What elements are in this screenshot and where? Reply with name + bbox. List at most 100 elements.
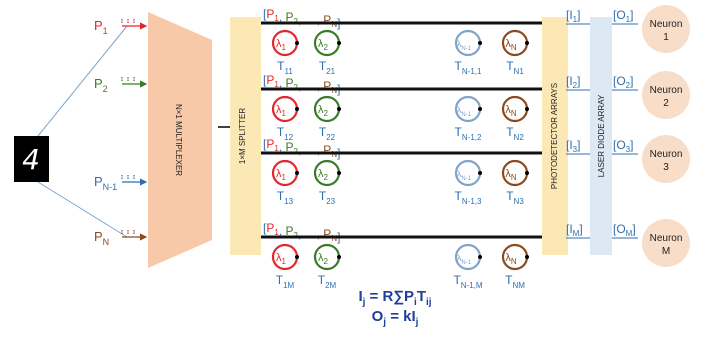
weight-label: T2M [318, 273, 337, 290]
weight-label: TN3 [506, 189, 524, 206]
weight-label: TN1 [506, 59, 524, 76]
ring-coupler-dot [337, 107, 341, 111]
ring-label: λN [505, 252, 517, 266]
current-1: [I1] [566, 8, 590, 25]
output-2: [O2] [612, 74, 638, 91]
output-label: [O3] [613, 138, 633, 154]
laser-label: LASER DIODE ARRAY [597, 94, 606, 177]
ring-coupler-dot [525, 107, 529, 111]
fanout-lines [37, 25, 128, 238]
input-label: PN [94, 229, 109, 247]
digit-glyph: 4 [22, 143, 40, 176]
input-4: PN [94, 229, 148, 247]
formula2-rhs-sub: j [415, 317, 419, 328]
ring-2: λ2 T23 [313, 159, 341, 206]
ring-3: λN-1 TN-1,2 [455, 95, 482, 142]
weight-label: T1M [276, 273, 295, 290]
ring-coupler-dot [478, 171, 482, 175]
ring-1: λ1 T13 [271, 159, 299, 206]
ring-label: λ2 [318, 104, 329, 118]
splitter: 1×M SPLITTER [230, 17, 261, 255]
ring-label: λN [505, 168, 517, 182]
ring-1: λ1 T1M [271, 243, 299, 290]
weight-label: TN-1,3 [455, 189, 482, 206]
ring-label: λ2 [318, 38, 329, 52]
ring-coupler-dot [295, 255, 299, 259]
weight-label: TN-1,M [453, 273, 482, 290]
formula1-t: T [416, 288, 426, 305]
weight-label: TN2 [506, 125, 524, 142]
neuron-2: Neuron 2 [642, 71, 690, 119]
input-1: P1 [94, 18, 148, 36]
waveguide [261, 235, 542, 239]
ring-label: λ2 [318, 168, 329, 182]
current-label: [I2] [566, 74, 580, 90]
splitter-label: 1×M SPLITTER [238, 108, 247, 164]
ring-coupler-dot [337, 171, 341, 175]
formula1-lhs: I [358, 288, 363, 305]
formula1-mid-sub: i [414, 297, 417, 308]
ring-label: λN-1 [457, 105, 472, 118]
ring-coupler-dot [525, 255, 529, 259]
input-2: P2 [94, 76, 148, 94]
output-4: [OM] [612, 222, 638, 239]
neuron-circle [642, 5, 690, 53]
neuron-circle [642, 219, 690, 267]
ring-coupler-dot [295, 171, 299, 175]
weight-label: T11 [277, 59, 293, 76]
ring-coupler-dot [478, 255, 482, 259]
formula1-lhs-sub: j [362, 297, 366, 308]
ring-4: λN TN2 [501, 95, 529, 142]
formula-current: Ij = R∑PiTij [330, 288, 460, 308]
ring-label: λ1 [276, 252, 287, 266]
photodetector-label: PHOTODETECTOR ARRAYS [550, 83, 559, 189]
ring-3: λN-1 TN-1,3 [455, 159, 482, 206]
input-dots [121, 230, 135, 235]
weight-label: TN-1,1 [455, 59, 482, 76]
neuron-index: 2 [663, 98, 669, 109]
formula2-lhs-sub: j [383, 317, 387, 328]
ring-label: λ2 [318, 252, 329, 266]
weight-label: T22 [319, 125, 336, 142]
ring-label: λN [505, 104, 517, 118]
ring-coupler-dot [295, 41, 299, 45]
current-label: [IM] [566, 222, 583, 238]
current-label: [I1] [566, 8, 580, 24]
formula2-lhs: O [371, 308, 384, 325]
row-header: [P1, P2, …, PN] [263, 221, 340, 244]
neuron-title: Neuron [650, 19, 683, 30]
weight-label: TNM [505, 273, 525, 290]
ring-coupler-dot [525, 171, 529, 175]
neuron-circle [642, 135, 690, 183]
input-dots [121, 77, 135, 82]
output-label: [OM] [613, 222, 636, 238]
input-signals: P1 P2 PN-1 PN [94, 18, 148, 247]
weight-label: TN-1,2 [455, 125, 482, 142]
weight-bank-rows: [P1, P2, …, PN] λ1 T11 λ2 T21 λN-1 TN-1,1 λN TN1… [261, 5, 690, 290]
row-1: [P1, P2, …, PN] λ1 T11 λ2 T21 λN-1 TN-1,1 λN TN1… [261, 5, 690, 76]
row-header: [P1, P2, …, PN] [263, 7, 340, 30]
photodetector-array: PHOTODETECTOR ARRAYS [542, 17, 568, 255]
waveguide [261, 21, 542, 25]
ring-label: λ1 [276, 38, 287, 52]
ring-2: λ2 T2M [313, 243, 341, 290]
neuron-circle [642, 71, 690, 119]
row-2: [P1, P2, …, PN] λ1 T12 λ2 T22 λN-1 TN-1,2 λN TN2… [261, 71, 690, 142]
weight-label: T13 [277, 189, 294, 206]
ring-3: λN-1 TN-1,1 [455, 29, 482, 76]
formula1-mid: = R∑P [365, 288, 415, 305]
ring-2: λ2 T22 [313, 95, 341, 142]
neuron-index: 3 [663, 162, 669, 173]
neuron-1: Neuron 1 [642, 5, 690, 53]
weight-label: T12 [277, 125, 294, 142]
neuron-index: 1 [663, 32, 669, 43]
ring-label: λN-1 [457, 169, 472, 182]
ring-coupler-dot [337, 41, 341, 45]
neuron-title: Neuron [650, 85, 683, 96]
current-4: [IM] [566, 222, 590, 239]
row-3: [P1, P2, …, PN]λ1T13λ2T23λN-1TN-1,3λNTN3… [261, 135, 690, 206]
ring-3: λN-1 TN-1,M [453, 243, 483, 290]
ring-label: λN-1 [457, 253, 472, 266]
ring-1: λ1 T11 [271, 29, 299, 76]
output-1: [O1] [612, 8, 638, 25]
